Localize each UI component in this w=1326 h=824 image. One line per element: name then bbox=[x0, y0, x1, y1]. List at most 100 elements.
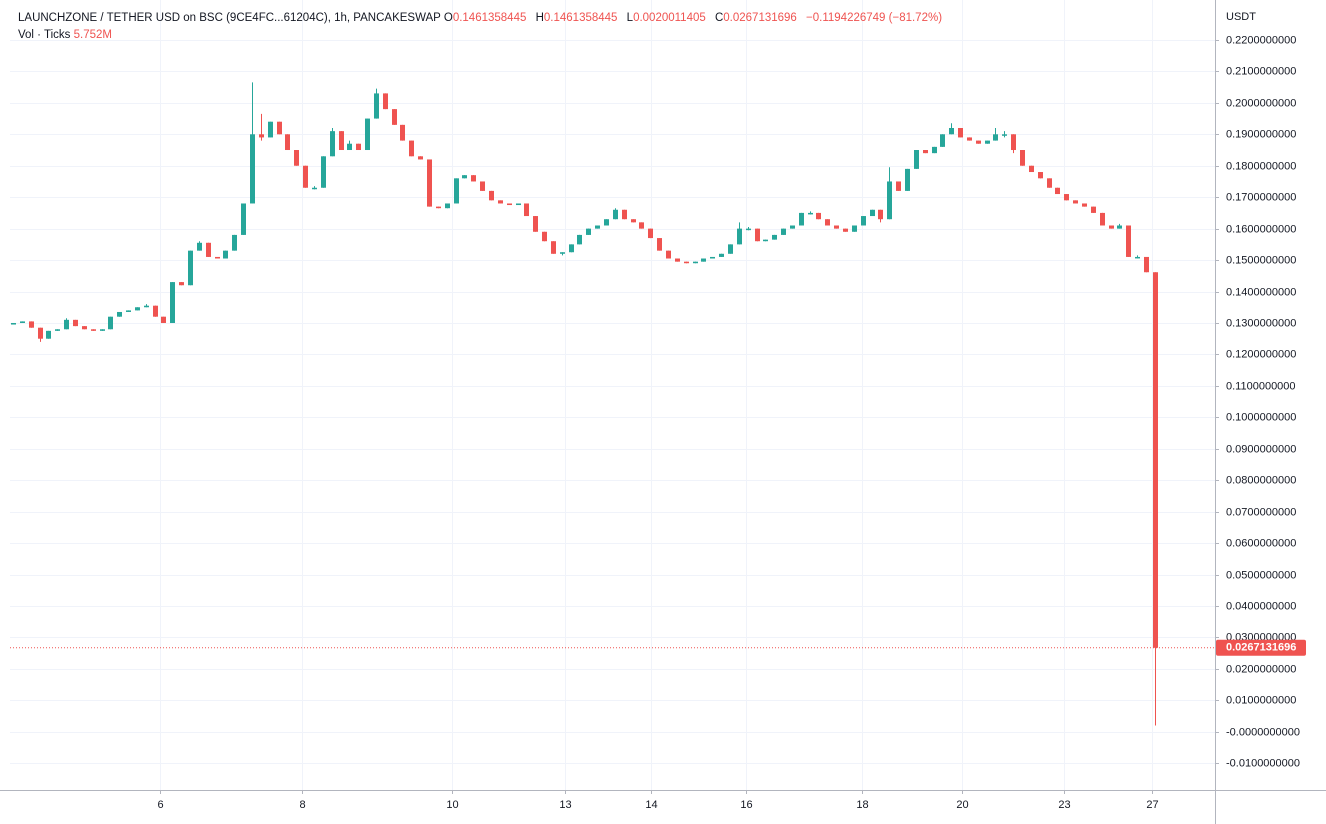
candle-body bbox=[38, 327, 43, 339]
candle-body bbox=[445, 203, 450, 209]
candle-body bbox=[816, 212, 821, 220]
price-axis-unit: USDT bbox=[1226, 11, 1256, 23]
y-tick-label: 0.0200000000 bbox=[1226, 663, 1296, 675]
candle-body bbox=[480, 181, 485, 191]
x-tick-label: 16 bbox=[740, 799, 752, 811]
candle-body bbox=[507, 203, 512, 206]
y-tick-label: 0.1900000000 bbox=[1226, 128, 1296, 140]
candle-body bbox=[1126, 225, 1131, 257]
candle-body bbox=[569, 244, 574, 253]
y-tick-label: 0.2000000000 bbox=[1226, 97, 1296, 109]
y-tick-label: 0.0500000000 bbox=[1226, 569, 1296, 581]
y-tick-label: 0.1600000000 bbox=[1226, 223, 1296, 235]
candle-body bbox=[250, 134, 255, 204]
candle-body bbox=[135, 307, 140, 311]
candle-body bbox=[1029, 165, 1034, 173]
candle-body bbox=[427, 159, 432, 207]
candle-body bbox=[772, 234, 777, 240]
y-tick-label: 0.0700000000 bbox=[1226, 506, 1296, 518]
candle-body bbox=[330, 131, 335, 157]
candle-body bbox=[489, 190, 494, 201]
ohlc-value: 0.0020011405 bbox=[633, 12, 706, 24]
y-tick-label: -0.0000000000 bbox=[1226, 726, 1300, 738]
candle-body bbox=[454, 178, 459, 204]
candle-body bbox=[1144, 256, 1149, 273]
last-price-label: 0.0267131696 bbox=[1226, 642, 1296, 654]
candle-body bbox=[675, 258, 680, 262]
candle-body bbox=[577, 234, 582, 245]
candle-body bbox=[232, 234, 237, 251]
x-tick-label: 18 bbox=[856, 799, 868, 811]
candle-body bbox=[542, 231, 547, 242]
ohlc-label: O bbox=[443, 12, 453, 24]
candle-body bbox=[1002, 134, 1007, 136]
volume-label: Vol · Ticks bbox=[18, 29, 71, 41]
y-tick-label: 0.1500000000 bbox=[1226, 254, 1296, 266]
candle-body bbox=[657, 238, 662, 251]
x-tick-label: 6 bbox=[157, 799, 163, 811]
candle-body bbox=[108, 316, 113, 330]
candle-body bbox=[993, 134, 998, 141]
candle-body bbox=[436, 206, 441, 209]
candle-body bbox=[852, 225, 857, 232]
candle-body bbox=[277, 121, 282, 135]
candle-body bbox=[843, 228, 848, 232]
grid bbox=[10, 0, 1215, 790]
candle-body bbox=[613, 209, 618, 220]
candle-body bbox=[321, 156, 326, 188]
legend: LAUNCHZONE / TETHER USD on BSC (9CE4FC..… bbox=[18, 10, 948, 44]
ohlc-value: 0.0267131696 bbox=[723, 12, 797, 24]
candle-body bbox=[940, 134, 945, 147]
y-tick-label: 0.1100000000 bbox=[1226, 380, 1296, 392]
candle-body bbox=[179, 282, 184, 286]
candle-body bbox=[400, 124, 405, 141]
candle-body bbox=[117, 311, 122, 317]
candle-body bbox=[392, 109, 397, 125]
y-tick-label: 0.2200000000 bbox=[1226, 34, 1296, 46]
candle-body bbox=[471, 175, 476, 182]
candle-body bbox=[878, 209, 883, 220]
candle-body bbox=[1055, 187, 1060, 195]
candle-body bbox=[29, 321, 34, 328]
volume-line: Vol · Ticks 5.752M bbox=[18, 27, 948, 44]
candle-body bbox=[1100, 212, 1105, 226]
candle-body bbox=[223, 250, 228, 259]
candle-body bbox=[1047, 178, 1052, 188]
candle-body bbox=[586, 228, 591, 235]
candle-body bbox=[1011, 134, 1016, 151]
y-tick-label: 0.2100000000 bbox=[1226, 65, 1296, 77]
x-tick-label: 8 bbox=[299, 799, 305, 811]
candle-body bbox=[259, 134, 264, 138]
candle-body bbox=[967, 137, 972, 141]
candle-body bbox=[161, 316, 166, 323]
candle-body bbox=[285, 134, 290, 151]
candles bbox=[11, 82, 1158, 726]
x-tick-label: 14 bbox=[645, 799, 657, 811]
candle-body bbox=[206, 242, 211, 257]
change: −0.1194226749 (−81.72%) bbox=[806, 12, 943, 24]
x-tick-label: 20 bbox=[956, 799, 968, 811]
ohlc-value: 0.1461358445 bbox=[452, 12, 527, 24]
candle-body bbox=[365, 118, 370, 151]
candle-body bbox=[55, 329, 60, 331]
candle-body bbox=[188, 250, 193, 286]
candle-body bbox=[985, 140, 990, 144]
candle-body bbox=[1020, 150, 1025, 166]
candle-body bbox=[604, 219, 609, 226]
candle-body bbox=[799, 212, 804, 226]
candle-body bbox=[73, 319, 78, 327]
candle-body bbox=[516, 203, 521, 206]
candle-body bbox=[666, 250, 671, 259]
candle-body bbox=[347, 143, 352, 151]
candle-body bbox=[303, 165, 308, 188]
candle-body bbox=[409, 140, 414, 157]
candle-body bbox=[241, 203, 246, 235]
candle-body bbox=[197, 242, 202, 251]
candle-body bbox=[100, 329, 105, 331]
symbol-title: LAUNCHZONE / TETHER USD on BSC (9CE4FC..… bbox=[18, 12, 441, 24]
candle-body bbox=[861, 216, 866, 226]
last-price-badge bbox=[1216, 639, 1306, 656]
